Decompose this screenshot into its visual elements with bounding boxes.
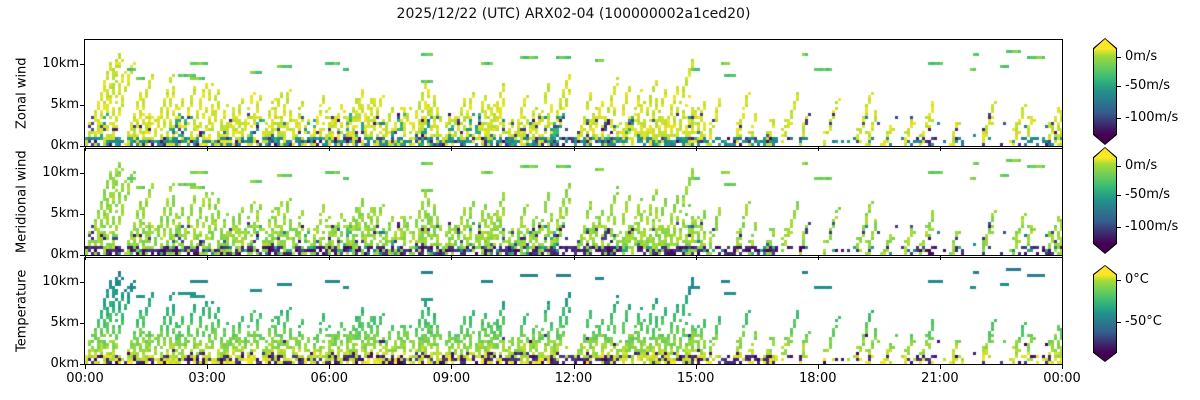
ylabel-temperature: Temperature (14, 269, 30, 353)
tick-mark (207, 256, 208, 260)
tick-mark (80, 64, 84, 65)
heatmap-temperature (85, 258, 1062, 364)
colorbar-temperature (1093, 265, 1117, 362)
colorbar-tick-label: 0m/s (1125, 157, 1158, 173)
tick-mark (574, 256, 575, 260)
tick-mark (451, 147, 452, 151)
tick-mark (1117, 322, 1121, 323)
x-tick-label: 12:00 (554, 371, 593, 386)
tick-mark (85, 147, 86, 151)
x-tick-label: 09:00 (432, 371, 471, 386)
x-tick-label: 00:00 (1043, 371, 1081, 386)
tick-mark (696, 365, 697, 369)
tick-mark (85, 256, 86, 260)
x-tick-label: 03:00 (188, 371, 226, 386)
tick-mark (85, 365, 86, 369)
tick-mark (80, 282, 84, 283)
colorbar-tick-label: -100m/s (1125, 109, 1179, 125)
tick-mark (329, 147, 330, 151)
colorbar-meridional-wind (1093, 147, 1117, 254)
tick-mark (80, 146, 84, 147)
tick-mark (329, 365, 330, 369)
colorbar-tick-label: 0°C (1125, 272, 1149, 287)
colorbar-zonal-wind (1093, 38, 1117, 145)
tick-mark (818, 256, 819, 260)
plot-temperature (84, 257, 1063, 365)
y-tick-label: 5km (50, 315, 79, 330)
colorbar-gradient (1094, 148, 1116, 253)
ylabel-zonal-wind: Zonal wind (14, 57, 30, 129)
tick-mark (1117, 118, 1121, 119)
tick-mark (1117, 166, 1121, 167)
tick-mark (818, 365, 819, 369)
x-tick-label: 21:00 (921, 371, 959, 386)
tick-mark (1062, 365, 1063, 369)
heatmap-zonal-wind (85, 40, 1062, 146)
tick-mark (80, 323, 84, 324)
colorbar-tick-label: -50°C (1125, 313, 1162, 329)
tick-mark (696, 256, 697, 260)
tick-mark (1117, 195, 1121, 196)
plot-meridional-wind (84, 148, 1063, 256)
ylabel-meridional-wind: Meridional wind (14, 150, 30, 254)
y-tick-label: 10km (42, 56, 79, 71)
tick-mark (940, 256, 941, 260)
colorbar-tick-label: -100m/s (1125, 218, 1179, 234)
tick-mark (207, 147, 208, 151)
y-tick-label: 0km (50, 356, 79, 371)
tick-mark (80, 364, 84, 365)
tick-mark (1117, 57, 1121, 58)
x-tick-label: 18:00 (799, 371, 837, 386)
tick-mark (818, 147, 819, 151)
heatmap-meridional-wind (85, 149, 1062, 255)
y-tick-label: 5km (50, 206, 79, 221)
tick-mark (207, 365, 208, 369)
tick-mark (451, 256, 452, 260)
tick-mark (451, 365, 452, 369)
tick-mark (1062, 147, 1063, 151)
tick-mark (1117, 86, 1121, 87)
x-tick-label: 06:00 (310, 371, 348, 386)
y-tick-label: 5km (50, 97, 79, 112)
tick-mark (940, 147, 941, 151)
tick-mark (1117, 280, 1121, 281)
tick-mark (329, 256, 330, 260)
tick-mark (80, 173, 84, 174)
y-tick-label: 10km (42, 165, 79, 180)
colorbar-gradient (1094, 266, 1116, 361)
tick-mark (940, 365, 941, 369)
plot-zonal-wind (84, 39, 1063, 147)
y-tick-label: 0km (50, 138, 79, 153)
tick-mark (1062, 256, 1063, 260)
tick-mark (1117, 227, 1121, 228)
tick-mark (80, 105, 84, 106)
tick-mark (574, 147, 575, 151)
figure-title: 2025/12/22 (UTC) ARX02-04 (100000002a1ce… (396, 6, 751, 22)
x-tick-label: 00:00 (66, 371, 104, 386)
tick-mark (80, 214, 84, 215)
y-tick-label: 0km (50, 247, 79, 262)
y-tick-label: 10km (42, 274, 79, 289)
colorbar-gradient (1094, 39, 1116, 144)
colorbar-tick-label: -50m/s (1125, 78, 1171, 94)
colorbar-tick-label: -50m/s (1125, 187, 1171, 203)
tick-mark (574, 365, 575, 369)
tick-mark (696, 147, 697, 151)
tick-mark (80, 255, 84, 256)
colorbar-tick-label: 0m/s (1125, 48, 1158, 64)
x-tick-label: 15:00 (676, 371, 715, 386)
